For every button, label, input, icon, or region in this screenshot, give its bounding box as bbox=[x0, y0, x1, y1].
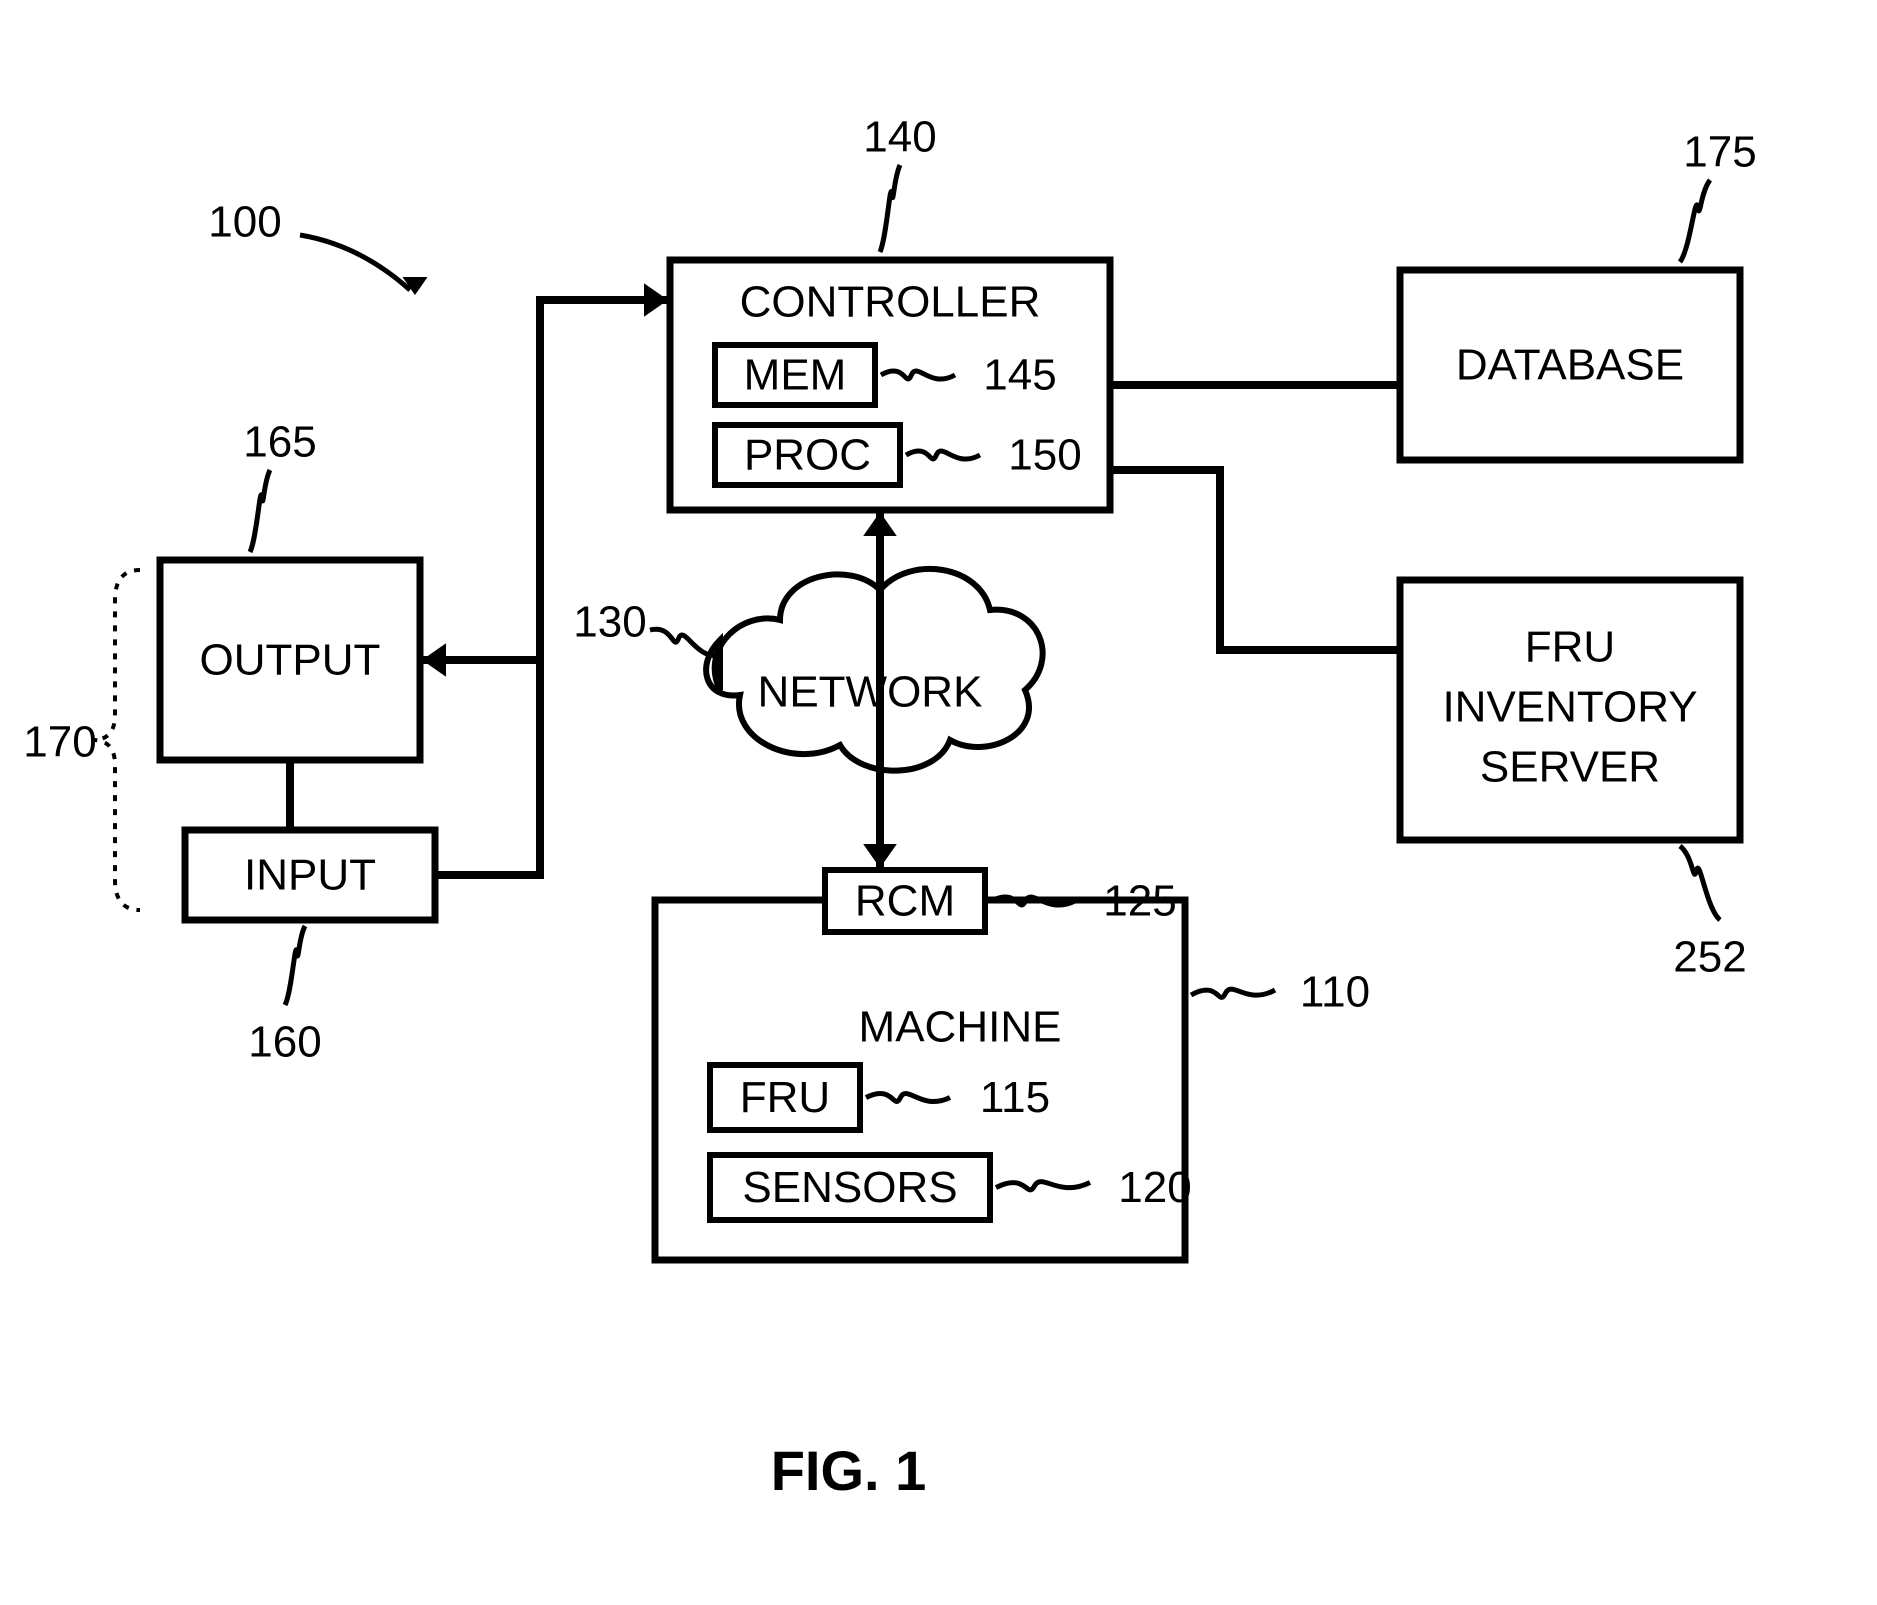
output-lead bbox=[250, 470, 270, 552]
machine-ref: 110 bbox=[1300, 968, 1370, 1017]
fru-ref: 115 bbox=[980, 1073, 1050, 1122]
fru-server-lead bbox=[1680, 846, 1720, 920]
io-group-ref: 170 bbox=[23, 718, 96, 767]
input-label: INPUT bbox=[244, 851, 376, 900]
controller-lead bbox=[880, 165, 900, 252]
system-ref-arrow bbox=[300, 235, 410, 290]
fru-server-label-2: INVENTORY bbox=[1442, 683, 1697, 732]
output-ref: 165 bbox=[243, 418, 316, 467]
fru-server-label-1: FRU bbox=[1525, 623, 1615, 672]
input-lead bbox=[285, 926, 305, 1005]
io-brace bbox=[93, 570, 140, 910]
database-lead bbox=[1680, 180, 1710, 262]
fru-server-label-3: SERVER bbox=[1480, 743, 1660, 792]
input-ref: 160 bbox=[248, 1018, 321, 1067]
mem-ref: 145 bbox=[983, 351, 1056, 400]
fru-server-ref: 252 bbox=[1673, 933, 1746, 982]
figure-caption: FIG. 1 bbox=[771, 1439, 927, 1502]
controller-fruserver-link bbox=[1110, 470, 1400, 650]
output-label: OUTPUT bbox=[200, 636, 381, 685]
sensors-ref: 120 bbox=[1118, 1163, 1191, 1212]
rcm-ref: 125 bbox=[1103, 877, 1176, 926]
system-ref: 100 bbox=[208, 198, 281, 247]
input-controller-link bbox=[435, 660, 540, 875]
arrowhead bbox=[644, 283, 668, 317]
fru-label: FRU bbox=[740, 1073, 830, 1122]
proc-label: PROC bbox=[744, 431, 871, 480]
network-ref: 130 bbox=[573, 598, 646, 647]
sensors-label: SENSORS bbox=[742, 1163, 957, 1212]
arrowhead bbox=[863, 512, 897, 536]
arrowhead bbox=[863, 844, 897, 868]
controller-label: CONTROLLER bbox=[740, 278, 1041, 327]
database-ref: 175 bbox=[1683, 128, 1756, 177]
machine-lead bbox=[1191, 989, 1275, 997]
proc-ref: 150 bbox=[1008, 431, 1081, 480]
database-label: DATABASE bbox=[1456, 341, 1684, 390]
controller-ref: 140 bbox=[863, 113, 936, 162]
block-diagram: CONTROLLER MEM 145 PROC 150 140 DATABASE 175 FRU… bbox=[0, 0, 1877, 1605]
arrowhead bbox=[422, 643, 446, 677]
mem-label: MEM bbox=[744, 351, 847, 400]
rcm-label: RCM bbox=[855, 877, 955, 926]
network-label: NETWORK bbox=[758, 668, 983, 717]
machine-label: MACHINE bbox=[859, 1003, 1062, 1052]
